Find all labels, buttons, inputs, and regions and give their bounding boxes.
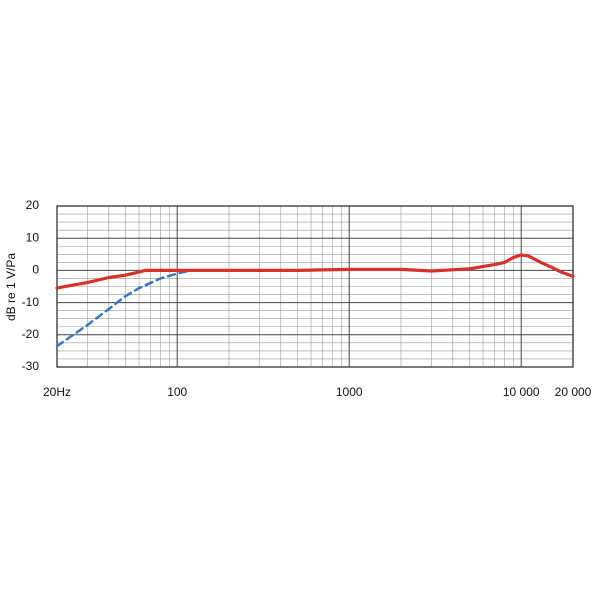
y-tick-label: -20 — [22, 327, 40, 341]
y-axis-label: dB re 1 V/Pa — [4, 253, 18, 321]
y-tick-label: 20 — [26, 198, 40, 212]
x-tick-label: 10 000 — [503, 385, 540, 399]
x-tick-label: 20 000 — [555, 385, 592, 399]
x-tick-label: 1000 — [336, 385, 363, 399]
x-tick-label: 100 — [167, 385, 187, 399]
y-tick-label: 0 — [32, 263, 39, 277]
response-line — [55, 269, 193, 348]
y-tick-label: -10 — [22, 295, 40, 309]
y-tick-label: 10 — [26, 230, 40, 244]
response-line — [55, 253, 575, 290]
x-tick-label: 20Hz — [43, 385, 71, 399]
y-tick-label: -30 — [22, 359, 40, 373]
